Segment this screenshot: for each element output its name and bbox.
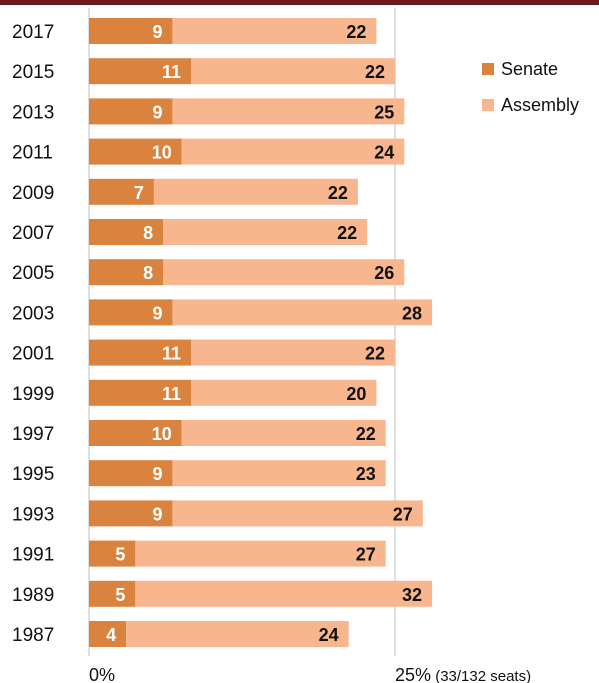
bar-assembly-2009 — [153, 178, 358, 205]
bar-senate-2011 — [89, 138, 182, 165]
legend-label-senate: Senate — [501, 58, 559, 79]
bar-assembly-2007 — [163, 219, 368, 245]
legend-label-assembly: Assembly — [501, 94, 580, 115]
bar-senate-1991 — [89, 540, 136, 567]
category-label-1999: 1999 — [12, 384, 54, 405]
bar-assembly-1991 — [135, 540, 386, 567]
category-label-2017: 2017 — [12, 22, 54, 43]
data-label-senate-1999: 11 — [162, 384, 181, 404]
category-label-1997: 1997 — [12, 424, 54, 445]
bar-assembly-1999 — [191, 379, 377, 406]
data-label-senate-2001: 11 — [162, 344, 181, 364]
data-label-senate-2015: 11 — [162, 62, 181, 82]
legend: Senate Assembly — [482, 58, 579, 130]
category-label-1987: 1987 — [12, 625, 54, 646]
bar-senate-1997 — [89, 420, 182, 446]
category-label-1991: 1991 — [12, 545, 54, 566]
bar-senate-2001 — [89, 339, 191, 366]
bar-assembly-2005 — [163, 259, 405, 286]
bar-assembly-1997 — [181, 420, 386, 446]
data-label-senate-1989: 5 — [115, 585, 125, 605]
category-label-1995: 1995 — [12, 464, 54, 485]
data-label-assembly-1989: 32 — [402, 585, 422, 605]
category-label-2015: 2015 — [12, 62, 54, 83]
bar-senate-2003 — [89, 299, 173, 326]
data-label-assembly-1997: 22 — [356, 424, 376, 444]
data-label-senate-1993: 9 — [152, 504, 162, 524]
category-label-2007: 2007 — [12, 223, 54, 244]
category-label-2003: 2003 — [12, 303, 54, 324]
category-label-1993: 1993 — [12, 504, 54, 525]
data-label-assembly-1999: 20 — [346, 384, 366, 404]
category-label-2005: 2005 — [12, 263, 54, 284]
data-label-senate-1997: 10 — [152, 424, 172, 444]
category-label-2011: 2011 — [12, 143, 53, 164]
data-label-assembly-2015: 22 — [365, 62, 385, 82]
data-label-assembly-2005: 26 — [374, 263, 394, 283]
data-label-assembly-2011: 24 — [374, 143, 394, 163]
category-label-2001: 2001 — [12, 344, 54, 365]
data-label-assembly-2017: 22 — [346, 22, 366, 42]
top-band — [0, 0, 599, 5]
data-label-assembly-2009: 22 — [328, 183, 348, 203]
legend-item-assembly: Assembly — [482, 94, 579, 116]
data-label-assembly-1995: 23 — [356, 464, 376, 484]
data-label-assembly-1987: 24 — [319, 625, 339, 645]
x-tick-label-0: 0% — [89, 665, 115, 683]
bar-senate-2017 — [89, 18, 173, 44]
bar-assembly-1993 — [172, 500, 423, 527]
bar-assembly-2013 — [172, 98, 405, 125]
legend-swatch-assembly — [482, 99, 494, 111]
bar-assembly-1989 — [135, 580, 433, 607]
bar-senate-1999 — [89, 379, 191, 406]
bar-assembly-2015 — [191, 58, 395, 85]
data-label-assembly-1993: 27 — [393, 504, 413, 524]
data-label-senate-2011: 10 — [152, 143, 172, 163]
bar-senate-1995 — [89, 460, 173, 487]
bar-senate-2005 — [89, 259, 164, 286]
bar-senate-2009 — [89, 178, 154, 205]
bar-senate-2015 — [89, 58, 191, 85]
bar-assembly-1995 — [172, 460, 386, 487]
data-label-senate-1991: 5 — [115, 545, 125, 565]
legend-swatch-senate — [482, 63, 494, 75]
category-label-2009: 2009 — [12, 183, 54, 204]
data-label-senate-2005: 8 — [143, 263, 153, 283]
bar-senate-2007 — [89, 219, 164, 245]
data-label-assembly-2013: 25 — [374, 102, 394, 122]
data-label-senate-2003: 9 — [152, 303, 162, 323]
category-label-2013: 2013 — [12, 102, 54, 123]
legend-item-senate: Senate — [482, 58, 579, 80]
bar-assembly-2017 — [172, 18, 377, 44]
bar-assembly-1987 — [126, 621, 349, 647]
bar-senate-1993 — [89, 500, 173, 527]
x-tick-label-1: 25% (33/132 seats) — [395, 665, 531, 683]
bar-assembly-2001 — [191, 339, 395, 366]
data-label-assembly-1991: 27 — [356, 545, 376, 565]
data-label-senate-2013: 9 — [152, 102, 162, 122]
data-label-senate-2007: 8 — [143, 223, 153, 243]
bar-senate-2013 — [89, 98, 173, 125]
data-label-assembly-2001: 22 — [365, 344, 385, 364]
category-label-1989: 1989 — [12, 585, 54, 606]
bar-assembly-2011 — [181, 138, 405, 165]
data-label-senate-2009: 7 — [134, 183, 144, 203]
data-label-assembly-2007: 22 — [337, 223, 357, 243]
data-label-senate-1995: 9 — [152, 464, 162, 484]
data-label-assembly-2003: 28 — [402, 303, 422, 323]
data-label-senate-1987: 4 — [106, 625, 116, 645]
bar-assembly-2003 — [172, 299, 433, 326]
data-label-senate-2017: 9 — [152, 22, 162, 42]
bar-senate-1987 — [89, 621, 127, 647]
bar-senate-1989 — [89, 580, 136, 607]
